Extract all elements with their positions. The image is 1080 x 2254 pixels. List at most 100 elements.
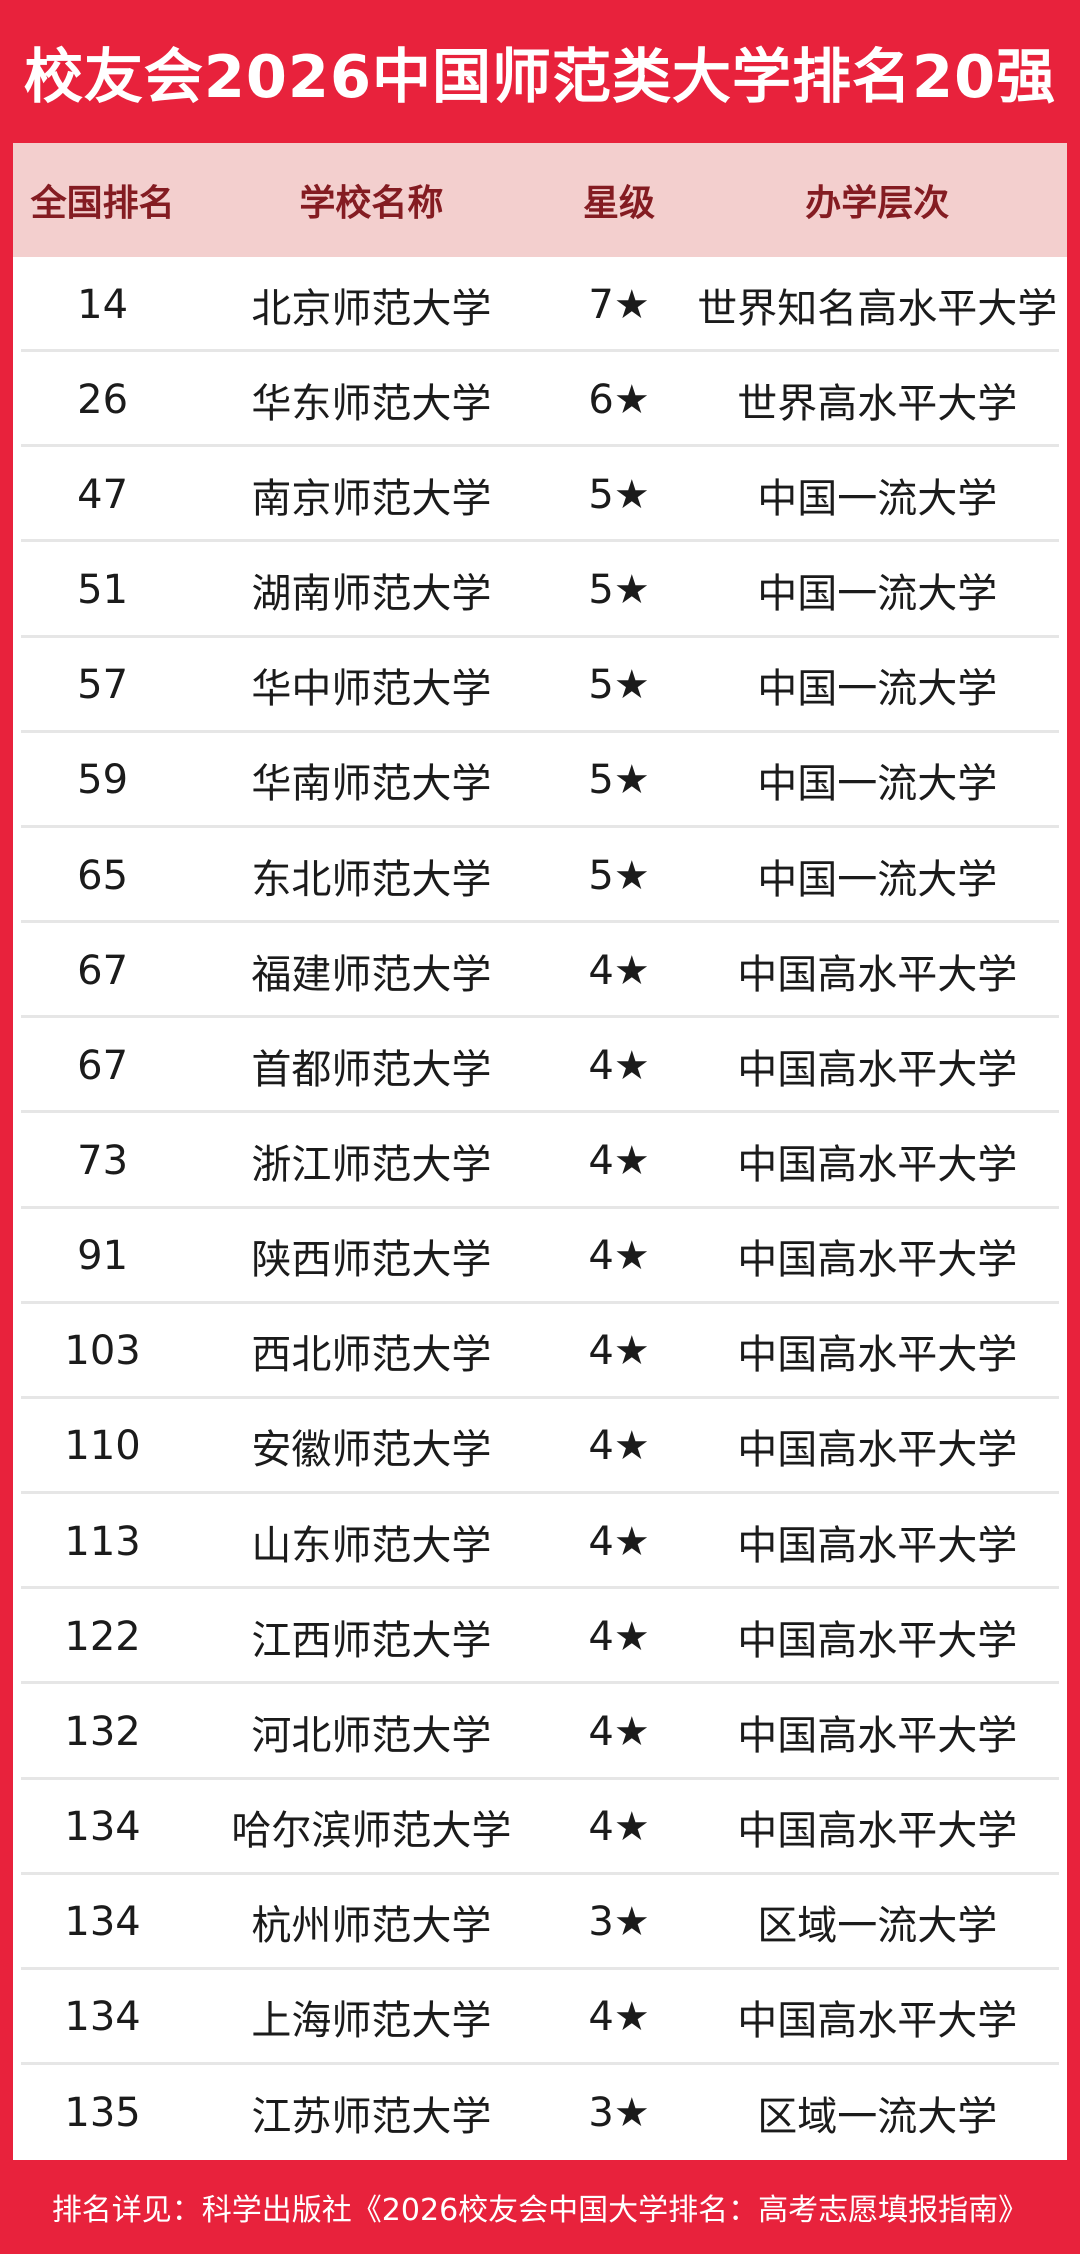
table-row: 67 福建师范大学 4★ 中国高水平大学 (13, 923, 1067, 1019)
cell-level: 中国高水平大学 (737, 1237, 1018, 1284)
cell-level: 中国高水平大学 (737, 1141, 1018, 1188)
table-row: 122 江西师范大学 4★ 中国高水平大学 (13, 1589, 1067, 1685)
column-header-star-level: 星级 (583, 183, 656, 224)
cell-level: 中国高水平大学 (737, 1522, 1018, 1569)
cell-school: 福建师范大学 (251, 951, 492, 998)
cell-school: 华东师范大学 (251, 380, 492, 427)
cell-school: 华南师范大学 (251, 761, 492, 808)
cell-stars: 5★ (588, 757, 650, 804)
table-row: 14 北京师范大学 7★ 世界知名高水平大学 (13, 257, 1067, 353)
cell-rank: 91 (77, 1233, 129, 1280)
cell-level: 区域一流大学 (757, 1903, 998, 1950)
table-row: 57 华中师范大学 5★ 中国一流大学 (13, 637, 1067, 733)
cell-stars: 3★ (588, 2089, 650, 2136)
table-row: 47 南京师范大学 5★ 中国一流大学 (13, 447, 1067, 543)
cell-level: 中国一流大学 (757, 666, 998, 713)
cell-school: 上海师范大学 (251, 1998, 492, 2045)
cell-rank: 122 (64, 1613, 141, 1660)
cell-level: 中国高水平大学 (737, 1998, 1018, 2045)
cell-level: 中国高水平大学 (737, 1808, 1018, 1855)
table-row: 59 华南师范大学 5★ 中国一流大学 (13, 732, 1067, 829)
cell-school: 哈尔滨师范大学 (231, 1808, 512, 1855)
table-row: 51 湖南师范大学 5★ 中国一流大学 (13, 542, 1067, 638)
table-row: 134 上海师范大学 4★ 中国高水平大学 (13, 1969, 1067, 2066)
cell-stars: 5★ (588, 471, 650, 518)
cell-stars: 4★ (588, 1613, 650, 1660)
column-header-national-rank: 全国排名 (30, 183, 175, 224)
cell-rank: 59 (77, 757, 129, 804)
cell-rank: 67 (77, 1042, 129, 1089)
cell-rank: 73 (77, 1137, 129, 1184)
cell-school: 东北师范大学 (251, 856, 492, 903)
cell-rank: 14 (77, 281, 129, 328)
column-header-school-name: 学校名称 (299, 183, 444, 224)
table-row: 65 东北师范大学 5★ 中国一流大学 (13, 827, 1067, 924)
cell-school: 山东师范大学 (251, 1522, 492, 1569)
table-row: 110 安徽师范大学 4★ 中国高水平大学 (13, 1398, 1067, 1495)
cell-level: 中国一流大学 (757, 761, 998, 808)
table-body: 14 北京师范大学 7★ 世界知名高水平大学 26 华东师范大学 6★ 世界高水平大学 47 南京… (13, 257, 1067, 2161)
cell-level: 中国一流大学 (757, 856, 998, 903)
cell-level: 区域一流大学 (757, 2093, 998, 2140)
cell-school: 华中师范大学 (251, 666, 492, 713)
cell-rank: 26 (77, 376, 129, 423)
cell-stars: 4★ (588, 1042, 650, 1089)
cell-stars: 7★ (588, 281, 650, 328)
title-band: 校友会2026中国师范类大学排名20强 (0, 0, 1080, 143)
cell-stars: 4★ (588, 1423, 650, 1470)
cell-school: 首都师范大学 (251, 1046, 492, 1093)
cell-stars: 6★ (588, 376, 650, 423)
table-row: 73 浙江师范大学 4★ 中国高水平大学 (13, 1113, 1067, 1209)
cell-level: 中国高水平大学 (737, 1332, 1018, 1379)
table-row: 134 哈尔滨师范大学 4★ 中国高水平大学 (13, 1779, 1067, 1875)
cell-rank: 67 (77, 947, 129, 994)
cell-school: 浙江师范大学 (251, 1141, 492, 1188)
table-row: 132 河北师范大学 4★ 中国高水平大学 (13, 1684, 1067, 1780)
cell-school: 北京师范大学 (251, 285, 492, 332)
cell-stars: 4★ (588, 1233, 650, 1280)
cell-level: 中国一流大学 (757, 475, 998, 522)
table-row: 135 江苏师范大学 3★ 区域一流大学 (13, 2064, 1067, 2161)
cell-rank: 65 (77, 852, 129, 899)
cell-level: 中国一流大学 (757, 571, 998, 618)
cell-school: 安徽师范大学 (251, 1427, 492, 1474)
cell-rank: 134 (64, 1994, 141, 2041)
cell-level: 中国高水平大学 (737, 1617, 1018, 1664)
cell-school: 陕西师范大学 (251, 1237, 492, 1284)
cell-level: 中国高水平大学 (737, 951, 1018, 998)
cell-rank: 134 (64, 1804, 141, 1851)
footer-band: 排名详见：科学出版社《2026校友会中国大学排名：高考志愿填报指南》 (0, 2160, 1080, 2254)
cell-rank: 113 (64, 1518, 141, 1565)
cell-rank: 51 (77, 567, 129, 614)
footer-note: 排名详见：科学出版社《2026校友会中国大学排名：高考志愿填报指南》 (51, 2193, 1029, 2228)
cell-school: 河北师范大学 (251, 1712, 492, 1759)
cell-school: 江苏师范大学 (251, 2093, 492, 2140)
cell-stars: 4★ (588, 1328, 650, 1375)
page-title: 校友会2026中国师范类大学排名20强 (23, 42, 1057, 111)
cell-stars: 4★ (588, 1708, 650, 1755)
cell-stars: 4★ (588, 1804, 650, 1851)
cell-school: 杭州师范大学 (251, 1903, 492, 1950)
cell-stars: 4★ (588, 1137, 650, 1184)
cell-stars: 4★ (588, 1994, 650, 2041)
cell-stars: 4★ (588, 1518, 650, 1565)
table-row: 26 华东师范大学 6★ 世界高水平大学 (13, 352, 1067, 448)
cell-school: 江西师范大学 (251, 1617, 492, 1664)
ranking-table-panel: 全国排名 学校名称 星级 办学层次 14 北京师范大学 7★ 世界知名高水平大学 26 华… (13, 143, 1067, 2161)
cell-school: 西北师范大学 (251, 1332, 492, 1379)
cell-rank: 132 (64, 1708, 141, 1755)
cell-level: 中国高水平大学 (737, 1046, 1018, 1093)
table-row: 91 陕西师范大学 4★ 中国高水平大学 (13, 1208, 1067, 1304)
cell-rank: 57 (77, 662, 129, 709)
cell-rank: 103 (64, 1328, 141, 1375)
cell-stars: 4★ (588, 947, 650, 994)
cell-stars: 5★ (588, 567, 650, 614)
cell-level: 中国高水平大学 (737, 1712, 1018, 1759)
cell-school: 南京师范大学 (251, 475, 492, 522)
cell-rank: 135 (64, 2089, 141, 2136)
cell-school: 湖南师范大学 (251, 571, 492, 618)
table-row: 67 首都师范大学 4★ 中国高水平大学 (13, 1018, 1067, 1114)
table-row: 113 山东师范大学 4★ 中国高水平大学 (13, 1494, 1067, 1590)
cell-level: 中国高水平大学 (737, 1427, 1018, 1474)
